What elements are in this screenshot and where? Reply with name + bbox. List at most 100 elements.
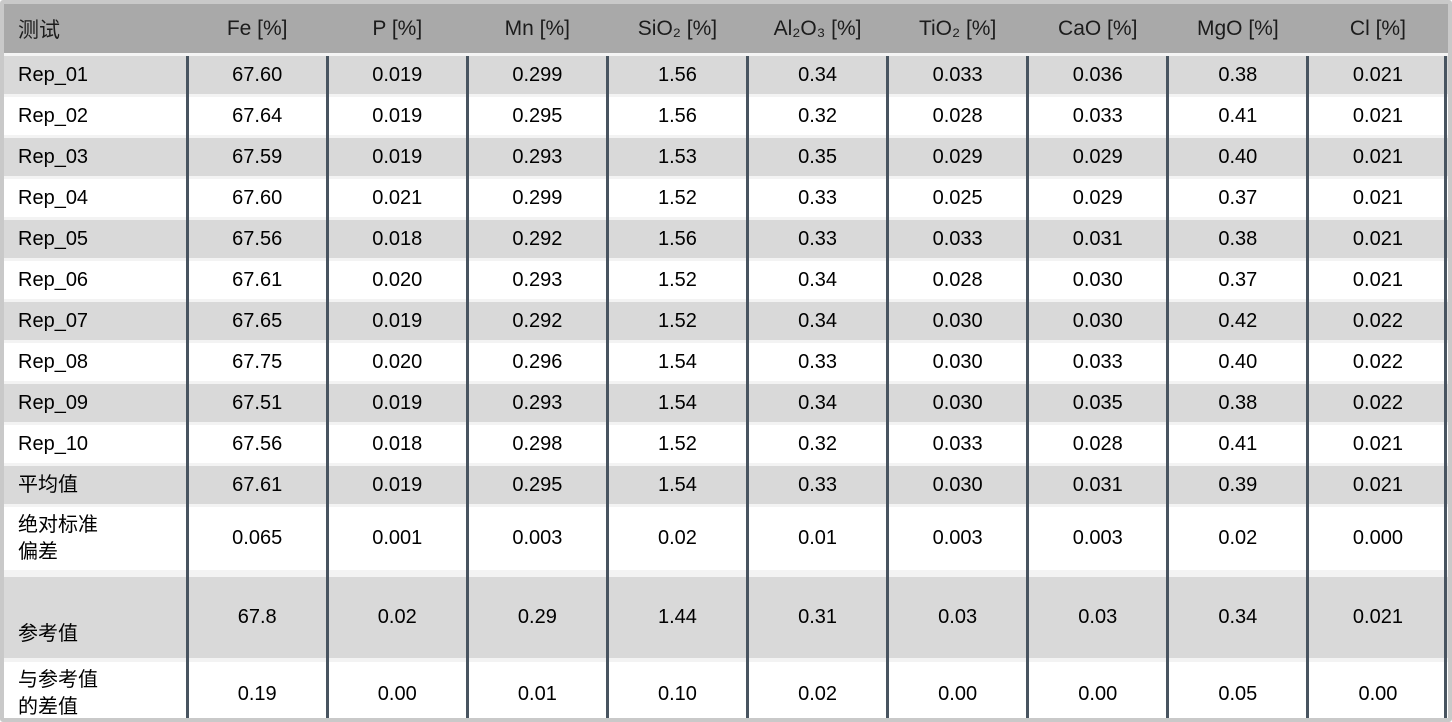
- table-cell: 0.38: [1167, 218, 1308, 261]
- table-cell: 0.19: [187, 660, 328, 718]
- table-cell: 1.52: [607, 177, 748, 220]
- table-cell: 0.01: [747, 505, 888, 577]
- table-cell: 0.021: [1307, 177, 1448, 220]
- table-cell: 67.51: [187, 382, 328, 425]
- table-cell: 0.34: [747, 300, 888, 343]
- table-cell: 0.32: [747, 423, 888, 466]
- table-cell: 0.293: [467, 136, 608, 179]
- table-cell: 0.028: [1027, 423, 1168, 466]
- table-row: 与参考值 的差值 0.19 0.00 0.01 0.10 0.02 0.00 0.00 0.05…: [4, 660, 1448, 718]
- header-row: 测试 Fe [%] P [%] Mn [%] SiO₂ [%] Al₂O₃ [%…: [4, 4, 1448, 56]
- table-cell: 0.38: [1167, 54, 1308, 97]
- table-cell: 0.021: [1307, 573, 1448, 662]
- table-cell: 0.003: [887, 505, 1028, 577]
- table-cell: 0.03: [1027, 573, 1168, 662]
- table-row: Rep_04 67.60 0.021 0.299 1.52 0.33 0.025 0.029 0…: [4, 177, 1448, 220]
- table-cell: 0.030: [887, 300, 1028, 343]
- table-row: Rep_06 67.61 0.020 0.293 1.52 0.34 0.028 0.030 0…: [4, 259, 1448, 302]
- table-cell: 0.00: [887, 660, 1028, 718]
- table-cell: 0.293: [467, 259, 608, 302]
- table-cell: 0.031: [1027, 218, 1168, 261]
- table-row: 平均值 67.61 0.019 0.295 1.54 0.33 0.030 0.031 0.39…: [4, 464, 1448, 507]
- table-cell: 1.54: [607, 341, 748, 384]
- table-cell: 0.296: [467, 341, 608, 384]
- table-row: Rep_10 67.56 0.018 0.298 1.52 0.32 0.033 0.028 0…: [4, 423, 1448, 466]
- column-header-al2o3: Al₂O₃ [%]: [747, 4, 888, 56]
- table-cell: 0.030: [887, 341, 1028, 384]
- column-divider: [746, 56, 749, 718]
- row-label: 与参考值 的差值: [4, 660, 188, 718]
- table-cell: 0.295: [467, 95, 608, 138]
- table-cell: 67.75: [187, 341, 328, 384]
- row-label: Rep_05: [4, 218, 188, 261]
- row-label: 平均值: [4, 464, 188, 507]
- table-cell: 0.018: [327, 423, 468, 466]
- table-cell: 0.021: [1307, 136, 1448, 179]
- table-cell: 0.38: [1167, 382, 1308, 425]
- table-cell: 0.39: [1167, 464, 1308, 507]
- table-cell: 67.56: [187, 218, 328, 261]
- row-label: Rep_06: [4, 259, 188, 302]
- table-row: Rep_01 67.60 0.019 0.299 1.56 0.34 0.033 0.036 0…: [4, 54, 1448, 97]
- column-divider: [186, 56, 189, 718]
- table-cell: 0.030: [1027, 300, 1168, 343]
- column-divider: [1444, 56, 1447, 718]
- table-cell: 0.033: [1027, 95, 1168, 138]
- table-cell: 0.030: [887, 464, 1028, 507]
- table-cell: 0.37: [1167, 259, 1308, 302]
- table-cell: 0.42: [1167, 300, 1308, 343]
- table-cell: 0.33: [747, 177, 888, 220]
- table-cell: 0.40: [1167, 341, 1308, 384]
- table-cell: 0.34: [747, 382, 888, 425]
- table-cell: 0.293: [467, 382, 608, 425]
- table-cell: 1.52: [607, 423, 748, 466]
- column-header-cl: Cl [%]: [1307, 4, 1448, 56]
- table-cell: 0.033: [887, 423, 1028, 466]
- table-cell: 67.61: [187, 259, 328, 302]
- table-cell: 0.021: [1307, 95, 1448, 138]
- table-cell: 0.033: [887, 218, 1028, 261]
- table-cell: 0.031: [1027, 464, 1168, 507]
- table-cell: 0.00: [1307, 660, 1448, 718]
- test-column-header: 测试: [4, 4, 188, 56]
- table-cell: 0.019: [327, 54, 468, 97]
- table-cell: 67.59: [187, 136, 328, 179]
- table-cell: 0.02: [607, 505, 748, 577]
- table-cell: 0.028: [887, 259, 1028, 302]
- table-cell: 0.019: [327, 382, 468, 425]
- table-cell: 0.029: [1027, 177, 1168, 220]
- table-cell: 0.02: [327, 573, 468, 662]
- table-cell: 0.019: [327, 95, 468, 138]
- table-cell: 1.52: [607, 259, 748, 302]
- table-cell: 0.022: [1307, 300, 1448, 343]
- column-header-cao: CaO [%]: [1027, 4, 1168, 56]
- table-cell: 0.37: [1167, 177, 1308, 220]
- table-cell: 0.020: [327, 259, 468, 302]
- table-cell: 0.019: [327, 300, 468, 343]
- column-header-mgo: MgO [%]: [1167, 4, 1308, 56]
- table-cell: 0.292: [467, 300, 608, 343]
- table-cell: 0.295: [467, 464, 608, 507]
- table-row: Rep_02 67.64 0.019 0.295 1.56 0.32 0.028 0.033 0…: [4, 95, 1448, 138]
- table-cell: 0.298: [467, 423, 608, 466]
- table-cell: 0.021: [1307, 54, 1448, 97]
- column-header-p: P [%]: [327, 4, 468, 56]
- table-cell: 0.03: [887, 573, 1028, 662]
- table-cell: 0.34: [1167, 573, 1308, 662]
- table-cell: 0.02: [747, 660, 888, 718]
- table-cell: 0.019: [327, 464, 468, 507]
- table-cell: 0.32: [747, 95, 888, 138]
- table-cell: 0.033: [1027, 341, 1168, 384]
- table-cell: 0.036: [1027, 54, 1168, 97]
- table-cell: 0.019: [327, 136, 468, 179]
- table-cell: 0.021: [1307, 464, 1448, 507]
- table-cell: 0.00: [1027, 660, 1168, 718]
- table-row: Rep_07 67.65 0.019 0.292 1.52 0.34 0.030 0.030 0…: [4, 300, 1448, 343]
- column-divider: [886, 56, 889, 718]
- row-label: Rep_10: [4, 423, 188, 466]
- table-cell: 0.030: [1027, 259, 1168, 302]
- column-divider: [1166, 56, 1169, 718]
- table-cell: 0.292: [467, 218, 608, 261]
- table-cell: 0.31: [747, 573, 888, 662]
